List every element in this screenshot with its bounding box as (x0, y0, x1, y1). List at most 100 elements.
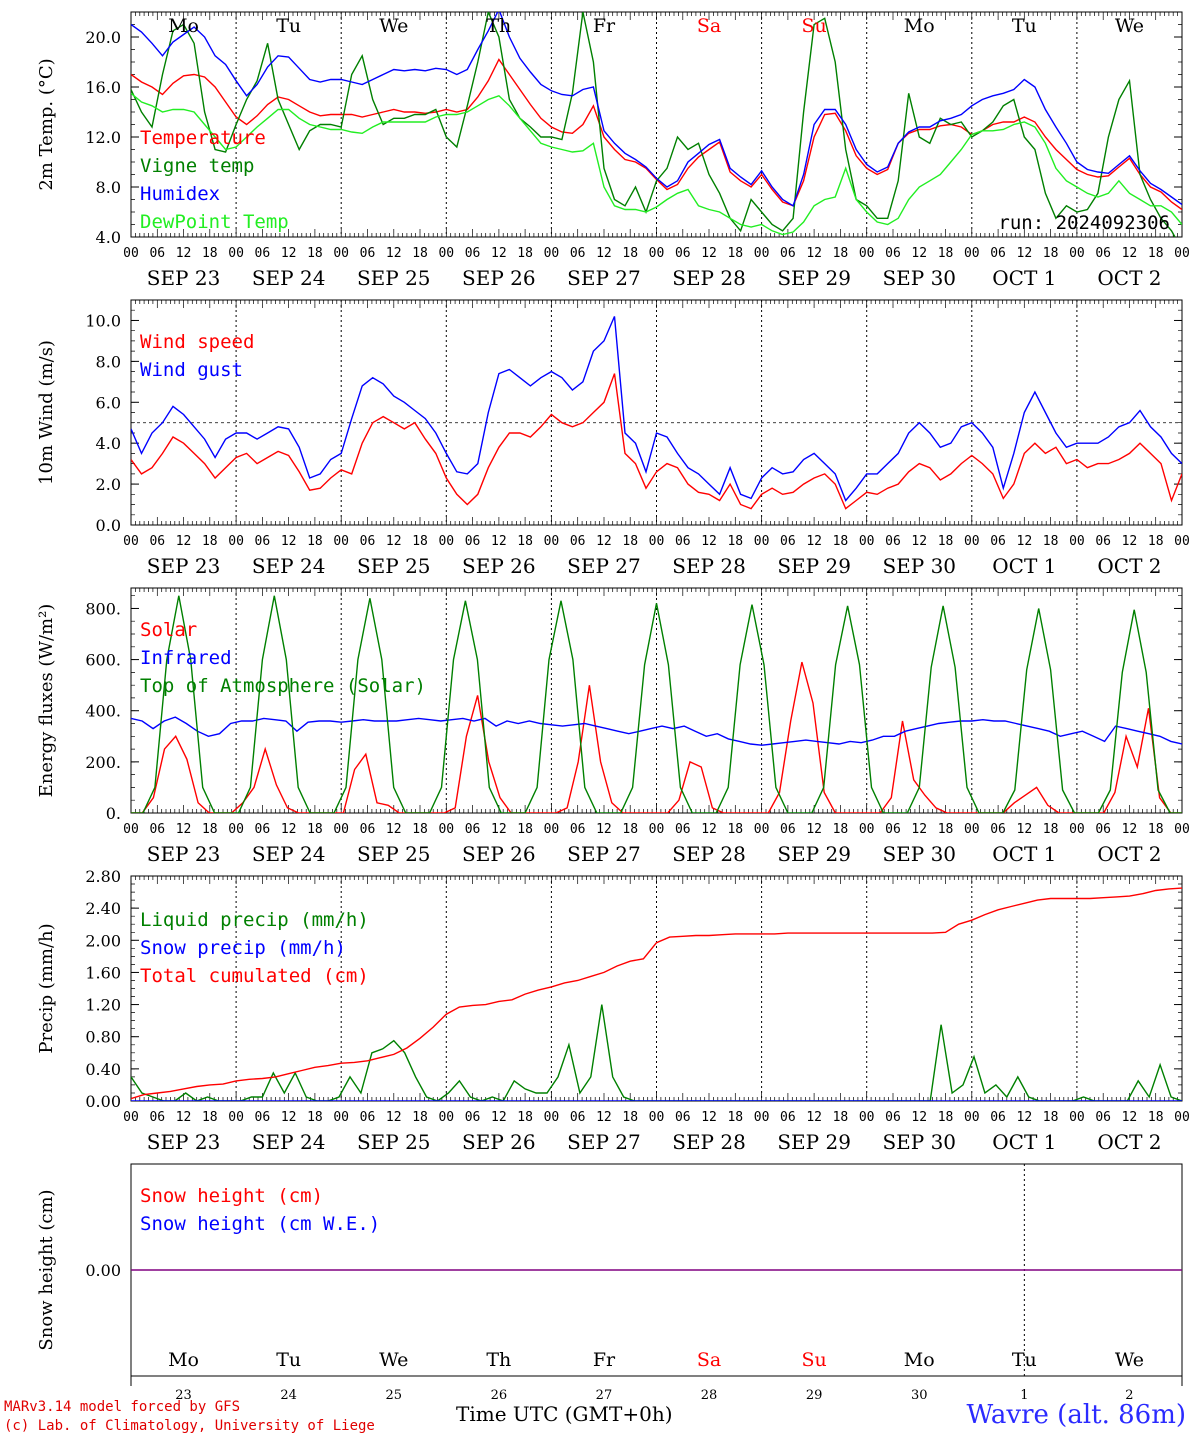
y-tick-label: 0.0 (96, 516, 121, 535)
x-hour-label: 12 (176, 1110, 192, 1125)
weekday-label: Fr (593, 1349, 616, 1371)
x-date-label: SEP 25 (357, 842, 431, 866)
y-tick-label: 4.0 (96, 434, 121, 453)
weekday-label: Tu (1012, 15, 1037, 37)
x-hour-label: 00 (964, 534, 980, 549)
x-hour-label: 06 (885, 534, 901, 549)
x-hour-label: 18 (307, 822, 323, 837)
x-hour-label: 00 (1069, 1110, 1085, 1125)
x-hour-label: 12 (386, 534, 402, 549)
x-hour-label: 12 (281, 246, 297, 261)
series-solar-line (131, 661, 1182, 813)
y-axis-label: 10m Wind (m/s) (36, 340, 57, 485)
x-hour-label: 06 (360, 246, 376, 261)
x-hour-label: 00 (544, 246, 560, 261)
x-hour-label: 18 (307, 1110, 323, 1125)
x-hour-label: 12 (386, 246, 402, 261)
x-hour-label: 00 (438, 822, 454, 837)
panel-2: 0.0 2.0 4.0 6.0 8.0 10.0 10m Wind (m/s) Wind sp… (36, 299, 1190, 578)
model-credit-line-1: MARv3.14 model forced by GFS (4, 1399, 241, 1415)
legend-entry: Top of Atmosphere (Solar) (140, 675, 426, 697)
y-tick-label: 0.80 (85, 1028, 121, 1047)
x-date-label: OCT 1 (992, 842, 1056, 866)
x-date-label: SEP 23 (147, 842, 221, 866)
y-tick-label: 200. (85, 753, 121, 772)
x-hour-label: 06 (780, 1110, 796, 1125)
x-date-label: SEP 29 (777, 1130, 851, 1154)
weekday-label: We (1115, 1349, 1144, 1371)
x-hour-label: 00 (123, 822, 139, 837)
run-label: run: 2024092306 (998, 212, 1170, 234)
x-hour-label: 00 (438, 246, 454, 261)
weekday-label: Su (802, 15, 827, 37)
x-hour-label: 12 (596, 534, 612, 549)
x-hour-label: 18 (1148, 1110, 1164, 1125)
x-date-label: SEP 24 (252, 842, 326, 866)
x-hour-label: 06 (465, 534, 481, 549)
x-hour-label: 12 (806, 246, 822, 261)
series-top-of-atmosphere-solar--line (131, 595, 1182, 813)
y-tick-label: 2.00 (85, 931, 121, 950)
x-hour-label: 12 (1017, 1110, 1033, 1125)
y-tick-label: 2.80 (85, 867, 121, 886)
x-hour-label: 12 (806, 822, 822, 837)
x-hour-label: 06 (465, 246, 481, 261)
day-number-label: 23 (175, 1388, 192, 1403)
panel-3: 0. 200. 400. 600. 800. Energy fluxes (W/m²) So… (36, 587, 1190, 866)
panel-4: 0.00 0.40 0.80 1.20 1.60 2.00 2.40 2.80 Precip (… (36, 867, 1190, 1154)
x-hour-label: 12 (176, 822, 192, 837)
x-hour-label: 12 (596, 1110, 612, 1125)
weekday-label: Tu (276, 15, 301, 37)
x-hour-label: 06 (990, 1110, 1006, 1125)
x-hour-label: 06 (675, 246, 691, 261)
x-hour-label: 18 (727, 246, 743, 261)
weekday-label: Th (486, 15, 511, 37)
x-hour-label: 12 (1122, 1110, 1138, 1125)
y-tick-label: 600. (85, 651, 121, 670)
x-date-label: OCT 1 (992, 1130, 1056, 1154)
day-number-label: 24 (280, 1388, 297, 1403)
x-date-label: SEP 27 (567, 266, 641, 290)
x-date-label: SEP 27 (567, 554, 641, 578)
x-hour-label: 06 (780, 246, 796, 261)
day-number-label: 1 (1020, 1388, 1028, 1403)
x-hour-label: 06 (570, 246, 586, 261)
x-hour-label: 12 (176, 246, 192, 261)
x-date-label: SEP 24 (252, 1130, 326, 1154)
x-date-label: SEP 23 (147, 266, 221, 290)
x-hour-label: 18 (307, 534, 323, 549)
legend-entry: Liquid precip (mm/h) (140, 909, 369, 931)
x-hour-label: 06 (360, 534, 376, 549)
x-date-label: SEP 28 (672, 842, 746, 866)
x-date-label: SEP 23 (147, 554, 221, 578)
legend-entry: Total cumulated (cm) (140, 965, 369, 987)
x-date-label: SEP 27 (567, 1130, 641, 1154)
x-hour-label: 12 (911, 1110, 927, 1125)
x-hour-label: 18 (833, 822, 849, 837)
x-hour-label: 18 (202, 534, 218, 549)
x-hour-label: 18 (1043, 1110, 1059, 1125)
weekday-label: Mo (168, 15, 199, 37)
weekday-label: Su (802, 1349, 827, 1371)
y-tick-label: 1.20 (85, 996, 121, 1015)
x-hour-label: 18 (1148, 822, 1164, 837)
weekday-label: Fr (593, 15, 616, 37)
x-hour-label: 18 (622, 822, 638, 837)
y-axis-label: Precip (mm/h) (36, 923, 57, 1053)
x-hour-label: 06 (990, 822, 1006, 837)
x-hour-label: 12 (911, 246, 927, 261)
x-date-label: SEP 29 (777, 554, 851, 578)
day-number-label: 26 (491, 1388, 508, 1403)
x-hour-label: 00 (754, 534, 770, 549)
x-minor-ticks (130, 588, 1183, 813)
x-hour-label: 00 (123, 534, 139, 549)
x-hour-label: 18 (833, 1110, 849, 1125)
y-tick-label: 4.0 (96, 228, 121, 247)
legend-entry: Vigne temp (140, 155, 254, 177)
x-hour-label: 00 (649, 246, 665, 261)
legend-entry: Snow height (cm W.E.) (140, 1213, 380, 1235)
x-hour-label: 00 (333, 246, 349, 261)
x-hour-label: 06 (255, 534, 271, 549)
x-date-label: SEP 26 (462, 842, 536, 866)
